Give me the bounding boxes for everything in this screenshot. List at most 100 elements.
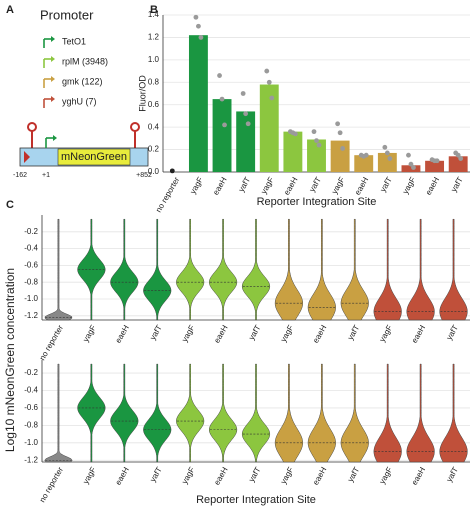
bar bbox=[259, 84, 279, 172]
x-tick-label: yafT bbox=[247, 323, 263, 341]
position-label: +1 bbox=[42, 172, 50, 179]
x-tick-label: yafT bbox=[148, 323, 164, 341]
replicate-point bbox=[408, 161, 414, 167]
y-tick-label: -0.6 bbox=[24, 403, 38, 412]
violin bbox=[44, 363, 73, 463]
violin bbox=[340, 363, 369, 463]
panel-label: B bbox=[150, 4, 158, 16]
legend-label: rplM (3948) bbox=[62, 56, 108, 66]
replicate-point bbox=[193, 14, 199, 20]
violin bbox=[209, 218, 238, 321]
replicate-point bbox=[198, 35, 204, 40]
violin bbox=[307, 218, 336, 321]
bar bbox=[236, 111, 256, 172]
terminator bbox=[130, 122, 140, 132]
violin bbox=[340, 218, 369, 321]
x-tick-label: eaeH bbox=[410, 465, 427, 486]
x-tick-label: eaeH bbox=[282, 175, 299, 196]
y-tick-label: 1.0 bbox=[148, 55, 160, 64]
bar bbox=[330, 140, 350, 172]
replicate-point bbox=[387, 156, 393, 161]
legend-label: gmk (122) bbox=[62, 76, 103, 86]
replicate-point bbox=[337, 130, 343, 136]
x-tick-label: eaeH bbox=[211, 175, 228, 196]
replicate-point bbox=[266, 79, 272, 85]
violin bbox=[143, 363, 172, 463]
y-tick-label: -1.2 bbox=[24, 311, 38, 320]
x-tick-label: yagF bbox=[330, 175, 347, 195]
y-tick-label: -0.2 bbox=[24, 368, 38, 377]
replicate-point bbox=[434, 158, 440, 164]
violin bbox=[274, 363, 303, 463]
position-label: +852 bbox=[136, 172, 152, 179]
replicate-point bbox=[411, 165, 416, 170]
bar bbox=[188, 35, 208, 172]
replicate-point bbox=[382, 144, 388, 150]
violin bbox=[274, 218, 304, 321]
x-tick-label: yafT bbox=[449, 175, 465, 193]
replicate-point bbox=[316, 142, 322, 148]
x-tick-label: yafT bbox=[346, 323, 362, 341]
position-label: -162 bbox=[13, 172, 27, 179]
x-tick-label: yagF bbox=[81, 465, 98, 485]
y-tick-label: -0.4 bbox=[24, 386, 38, 395]
replicate-point bbox=[458, 156, 464, 161]
y-axis-title: Log10 mNeonGreen concentration bbox=[3, 268, 17, 452]
replicate-point bbox=[169, 168, 175, 174]
x-tick-label: yafT bbox=[247, 465, 263, 483]
replicate-point bbox=[269, 95, 275, 101]
x-tick-label: no reporter bbox=[38, 465, 66, 504]
replicate-point bbox=[243, 111, 249, 117]
bar bbox=[377, 152, 397, 172]
bar bbox=[354, 155, 374, 172]
replicate-point bbox=[335, 121, 341, 127]
x-tick-label: yagF bbox=[279, 465, 296, 485]
x-tick-label: eaeH bbox=[424, 175, 441, 196]
x-tick-label: yagF bbox=[180, 465, 197, 485]
x-tick-label: yafT bbox=[346, 465, 362, 483]
violin bbox=[406, 218, 435, 321]
y-tick-label: 0.6 bbox=[148, 100, 160, 109]
violin bbox=[143, 218, 172, 321]
bar bbox=[283, 131, 303, 172]
x-tick-label: yafT bbox=[307, 175, 323, 193]
x-tick-label: yafT bbox=[148, 465, 164, 483]
replicate-point bbox=[314, 138, 319, 144]
promoter-marker bbox=[24, 151, 30, 163]
violin bbox=[373, 363, 402, 463]
replicate-point bbox=[222, 122, 227, 128]
violin bbox=[110, 363, 139, 463]
x-tick-label: yagF bbox=[378, 465, 395, 485]
replicate-point bbox=[196, 23, 201, 29]
y-tick-label: 0.4 bbox=[148, 122, 160, 131]
x-tick-label: eaeH bbox=[311, 465, 328, 486]
x-axis-title: Reporter Integration Site bbox=[257, 196, 377, 208]
x-tick-label: eaeH bbox=[114, 465, 131, 486]
x-tick-label: yagF bbox=[279, 323, 296, 343]
x-tick-label: yafT bbox=[445, 323, 461, 341]
gene-label: mNeonGreen bbox=[61, 151, 127, 163]
y-tick-label: -0.2 bbox=[24, 227, 38, 236]
replicate-point bbox=[384, 150, 390, 156]
x-tick-label: yagF bbox=[259, 175, 276, 195]
replicate-point bbox=[455, 152, 461, 158]
violin bbox=[44, 218, 73, 321]
replicate-point bbox=[406, 152, 411, 158]
y-tick-label: 0.8 bbox=[148, 77, 160, 86]
replicate-point bbox=[340, 146, 346, 151]
terminator bbox=[27, 122, 37, 132]
bar bbox=[448, 156, 468, 172]
y-tick-label: -0.6 bbox=[24, 261, 38, 270]
legend-icon bbox=[51, 36, 55, 42]
x-tick-label: eaeH bbox=[353, 175, 370, 196]
x-tick-label: eaeH bbox=[212, 323, 229, 344]
x-tick-label: eaeH bbox=[212, 465, 229, 486]
replicate-point bbox=[217, 73, 222, 78]
x-tick-label: eaeH bbox=[114, 323, 131, 344]
legend-title: Promoter bbox=[40, 7, 94, 22]
legend-icon bbox=[51, 96, 55, 102]
violin bbox=[176, 218, 205, 321]
violin bbox=[241, 363, 271, 463]
bar bbox=[425, 160, 445, 172]
